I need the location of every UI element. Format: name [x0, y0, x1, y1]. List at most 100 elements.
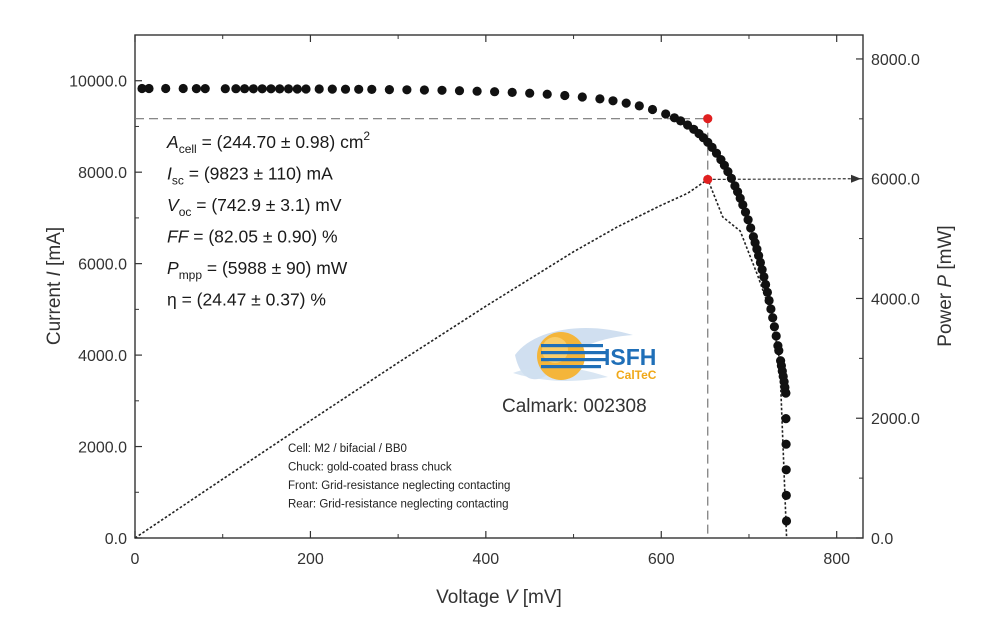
iv-data-point	[437, 85, 447, 95]
iv-data-point	[766, 304, 776, 314]
x-axis-ticks: 0 200 400 600 800	[131, 35, 850, 568]
right-y-tick-label: 4000.0	[871, 291, 920, 308]
iv-data-point	[144, 83, 154, 94]
parameter-symbol: P	[167, 258, 179, 278]
parameter-line: Acell = (244.70 ± 0.98) cm2	[166, 129, 370, 156]
right-y-tick-label: 8000.0	[871, 52, 920, 69]
calmark-label: Calmark: 002308	[502, 396, 647, 417]
iv-data-point	[560, 90, 570, 101]
iv-data-point	[781, 414, 791, 424]
power-arrow-line	[707, 178, 854, 181]
iv-data-point	[769, 322, 780, 332]
right-y-tick-label: 2000.0	[871, 411, 920, 428]
parameter-line: FF = (82.05 ± 0.90) %	[167, 227, 338, 247]
left-y-axis-ticks: 0.0 2000.0 4000.0 6000.0 8000.0 10000.0	[69, 74, 142, 548]
parameter-line: Pmpp = (5988 ± 90) mW	[167, 258, 348, 282]
iv-data-point	[507, 87, 517, 97]
iv-data-point	[759, 272, 769, 282]
logo-sun-highlight	[542, 337, 568, 363]
iv-data-point	[746, 223, 756, 233]
x-axis-title-var: V	[505, 587, 520, 608]
x-axis-title: Voltage V [mV]	[436, 587, 562, 608]
iv-data-point	[634, 101, 644, 111]
left-y-tick-label: 2000.0	[78, 440, 127, 457]
iv-data-point	[647, 104, 658, 115]
iv-data-point	[191, 84, 201, 94]
parameter-line: Isc = (9823 ± 110) mA	[167, 164, 333, 188]
iv-data-point	[257, 84, 267, 94]
iv-data-point	[740, 207, 751, 217]
iv-data-point	[781, 516, 792, 526]
iv-data-point	[761, 279, 771, 290]
parameter-symbol: I	[167, 164, 172, 184]
iv-data-point	[757, 265, 767, 275]
parameter-symbol: V	[167, 195, 181, 215]
x-tick-label: 0	[131, 551, 140, 568]
iv-data-point	[755, 257, 766, 268]
iv-data-point	[200, 84, 210, 94]
parameter-value: = (82.05 ± 0.90) %	[188, 227, 337, 247]
iv-data-point	[762, 287, 773, 297]
iv-data-point	[774, 346, 784, 356]
logo-stripe	[541, 365, 601, 369]
right-y-tick-label: 6000.0	[871, 172, 920, 189]
left-y-axis-title: Current I [mA]	[44, 227, 65, 345]
parameter-line: η = (24.47 ± 0.37) %	[167, 290, 326, 310]
power-arrow-head-icon	[851, 174, 861, 183]
iv-data-point	[723, 167, 733, 177]
right-y-axis-title-unit: [mW]	[935, 225, 956, 275]
iv-data-point	[608, 96, 618, 106]
iv-data-point	[711, 148, 722, 158]
right-y-axis-title-pre: Power	[935, 288, 956, 347]
parameter-value: = (244.70 ± 0.98) cm	[197, 132, 364, 152]
parameter-subscript: sc	[172, 174, 184, 188]
note-line: Front: Grid-resistance neglecting contac…	[288, 480, 510, 492]
mpp-power-marker	[703, 174, 713, 185]
x-tick-label: 400	[472, 551, 499, 568]
iv-data-point	[768, 313, 778, 323]
parameter-line: Voc = (742.9 ± 3.1) mV	[167, 195, 342, 219]
logo-subtitle: CalTeC	[616, 368, 657, 382]
parameter-value: = (742.9 ± 3.1) mV	[191, 195, 341, 215]
left-y-axis-title-unit: [mA]	[44, 227, 65, 271]
iv-data-point	[231, 84, 241, 94]
iv-curve-points	[137, 83, 792, 526]
iv-data-point	[266, 84, 276, 94]
mpp-markers	[703, 114, 713, 185]
iv-data-point	[781, 490, 791, 500]
iv-data-point	[743, 215, 753, 225]
note-line: Rear: Grid-resistance neglecting contact…	[288, 499, 509, 511]
iv-data-point	[178, 83, 188, 94]
iv-data-point	[384, 85, 394, 95]
mpp-guide-lines	[135, 118, 861, 538]
iv-data-point	[314, 84, 324, 94]
left-y-tick-label: 6000.0	[78, 257, 127, 274]
logo-stripe	[541, 344, 603, 348]
note-line: Cell: M2 / bifacial / BB0	[288, 443, 407, 455]
right-y-tick-label: 0.0	[871, 531, 893, 548]
iv-data-point	[275, 84, 285, 94]
iv-data-point	[738, 200, 748, 210]
iv-data-point	[419, 85, 429, 95]
right-y-axis-title-var: P	[935, 275, 956, 288]
x-tick-label: 600	[648, 551, 675, 568]
iv-data-point	[472, 86, 482, 96]
iv-data-point	[220, 84, 230, 94]
iv-data-point	[661, 109, 671, 119]
iv-data-point	[490, 87, 500, 97]
iv-data-point	[595, 94, 605, 104]
iv-data-point	[542, 89, 552, 99]
parameter-subscript: cell	[179, 142, 197, 156]
left-y-axis-title-var: I	[44, 270, 65, 276]
iv-data-point	[137, 83, 147, 94]
iv-data-point	[292, 84, 302, 94]
iv-data-point	[161, 83, 171, 94]
left-y-tick-label: 8000.0	[78, 165, 127, 182]
parameters-block: Acell = (244.70 ± 0.98) cm2 Isc = (9823 ±…	[166, 129, 370, 310]
iv-data-point	[781, 465, 791, 475]
iv-data-point	[283, 84, 294, 94]
iv-data-point	[754, 251, 764, 261]
parameter-value: = (24.47 ± 0.37) %	[177, 290, 326, 310]
iv-data-point	[621, 98, 631, 108]
parameter-symbol: η	[167, 290, 177, 310]
